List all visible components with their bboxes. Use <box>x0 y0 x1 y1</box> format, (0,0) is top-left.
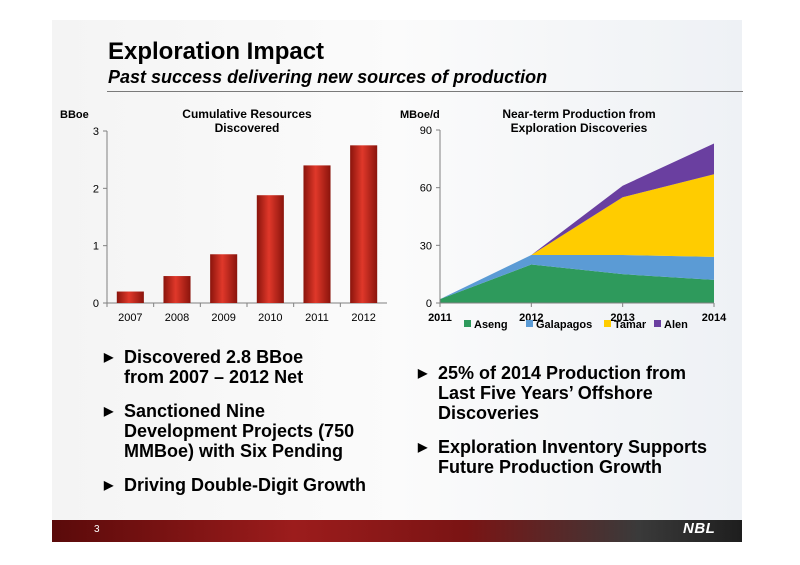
bar-x-tick-label: 2009 <box>211 312 235 324</box>
bullet-item: ▶ Driving Double-Digit Growth <box>104 475 394 495</box>
page-title: Exploration Impact <box>108 38 325 65</box>
bullet-text: Exploration Inventory Supports Future Pro… <box>438 437 708 477</box>
area-series-galapagos <box>440 254 714 300</box>
footer-band <box>52 520 742 542</box>
bar-y-tick-label: 2 <box>93 183 99 195</box>
legend-swatch-galapagos <box>526 320 533 327</box>
triangle-bullet-icon: ▶ <box>104 404 114 418</box>
page-number: 3 <box>94 524 100 535</box>
bar-chart-ylabel: BBoe <box>60 109 89 121</box>
bullet-text: Discovered 2.8 BBoe from 2007 – 2012 Net <box>124 347 304 387</box>
triangle-bullet-icon: ▶ <box>104 478 114 492</box>
bar-x-tick-label: 2011 <box>305 312 329 324</box>
area-y-tick-label: 90 <box>420 125 432 137</box>
legend-swatch-tamar <box>604 320 611 327</box>
triangle-bullet-icon: ▶ <box>104 350 114 364</box>
bar-2011 <box>303 165 331 303</box>
area-chart-legend: Aseng Galapagos Tamar Alen <box>464 319 688 331</box>
bar-2010 <box>256 195 284 303</box>
bullet-text: Sanctioned Nine Development Projects (750… <box>124 401 355 461</box>
area-chart-title: Near-term Production from Exploration Dis… <box>502 107 655 135</box>
bullet-item: ▶ 25% of 2014 Production from Last Five Ye… <box>418 363 738 423</box>
bar-x-tick-label: 2010 <box>258 312 282 324</box>
legend-label-alen: Alen <box>664 319 688 331</box>
area-x-tick-label: 2014 <box>702 312 727 324</box>
company-logo: NBL <box>683 520 716 537</box>
area-x-tick-label: 2011 <box>428 312 452 324</box>
near-term-production-area-chart: MBoe/d Near-term Production from Explorat… <box>400 107 727 331</box>
bar-y-tick-label: 1 <box>93 241 99 253</box>
triangle-bullet-icon: ▶ <box>418 366 428 380</box>
bar-y-tick-label: 3 <box>93 126 99 138</box>
area-series-alen <box>440 143 714 300</box>
area-y-tick-label: 30 <box>420 240 432 252</box>
bullet-item: ▶ Discovered 2.8 BBoe from 2007 – 2012 Net <box>104 347 394 387</box>
area-y-tick-label: 0 <box>426 298 432 310</box>
legend-swatch-alen <box>654 320 661 327</box>
bullet-text: Driving Double-Digit Growth <box>124 475 366 495</box>
bar-y-tick-label: 0 <box>93 298 99 310</box>
legend-swatch-aseng <box>464 320 471 327</box>
triangle-bullet-icon: ▶ <box>418 440 428 454</box>
bullet-item: ▶ Sanctioned Nine Development Projects (75… <box>104 401 394 461</box>
legend-label-aseng: Aseng <box>474 319 508 331</box>
bullet-text: 25% of 2014 Production from Last Five Yea… <box>438 363 687 423</box>
area-chart-ylabel: MBoe/d <box>400 109 440 121</box>
title-divider <box>107 91 743 92</box>
legend-label-tamar: Tamar <box>614 319 647 331</box>
page-subtitle: Past success delivering new sources of p… <box>108 67 548 87</box>
right-bullet-list: ▶ 25% of 2014 Production from Last Five Ye… <box>418 363 738 491</box>
area-series-aseng <box>440 264 714 303</box>
bar-2012 <box>350 145 378 303</box>
cumulative-resources-bar-chart: BBoe Cumulative Resources Discovered 0 1 2 3… <box>60 107 387 324</box>
bar-x-tick-label: 2012 <box>351 312 375 324</box>
legend-label-galapagos: Galapagos <box>536 319 592 331</box>
area-x-tick-label: 2013 <box>610 312 634 324</box>
bar-chart-title: Cumulative Resources Discovered <box>182 107 312 135</box>
bar-2008 <box>163 276 191 303</box>
bar-2007 <box>116 291 144 303</box>
area-x-tick-label: 2012 <box>519 312 543 324</box>
bar-2009 <box>210 254 238 303</box>
bullet-item: ▶ Exploration Inventory Supports Future Pr… <box>418 437 738 477</box>
area-y-tick-label: 60 <box>420 183 432 195</box>
area-series-tamar <box>440 174 714 300</box>
left-bullet-list: ▶ Discovered 2.8 BBoe from 2007 – 2012 Net… <box>104 347 394 509</box>
bar-x-tick-label: 2008 <box>165 312 189 324</box>
bar-x-tick-label: 2007 <box>118 312 142 324</box>
